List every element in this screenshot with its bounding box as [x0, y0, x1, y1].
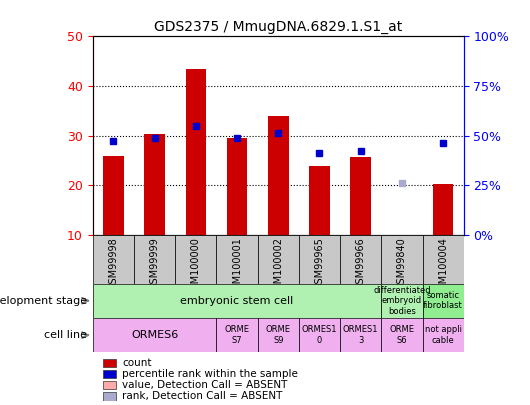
Bar	[381, 235, 422, 284]
Bar	[422, 235, 464, 284]
Bar	[381, 284, 422, 318]
Bar	[299, 235, 340, 284]
Bar	[381, 318, 422, 352]
Bar	[433, 184, 454, 235]
Bar	[93, 318, 216, 352]
Text: not appli
cable: not appli cable	[425, 326, 462, 345]
Bar	[340, 318, 381, 352]
Text: GSM100002: GSM100002	[273, 237, 283, 296]
Bar	[144, 134, 165, 235]
Text: ORMES1
3: ORMES1 3	[343, 326, 378, 345]
Bar	[93, 284, 381, 318]
Bar	[134, 235, 175, 284]
Text: GSM99999: GSM99999	[149, 237, 160, 290]
Bar	[103, 382, 116, 389]
Bar	[103, 370, 116, 378]
Bar	[258, 235, 299, 284]
Bar	[268, 116, 288, 235]
Text: GSM100001: GSM100001	[232, 237, 242, 296]
Text: ORMES1
0: ORMES1 0	[302, 326, 337, 345]
Bar	[103, 156, 123, 235]
Text: GSM99966: GSM99966	[356, 237, 366, 290]
Text: percentile rank within the sample: percentile rank within the sample	[122, 369, 298, 379]
Bar	[258, 318, 299, 352]
Bar	[216, 235, 258, 284]
Bar	[93, 235, 134, 284]
Text: development stage: development stage	[0, 296, 87, 306]
Text: count: count	[122, 358, 152, 368]
Bar	[309, 166, 330, 235]
Bar	[103, 359, 116, 367]
Bar	[392, 235, 412, 281]
Title: GDS2375 / MmugDNA.6829.1.S1_at: GDS2375 / MmugDNA.6829.1.S1_at	[154, 20, 402, 34]
Text: GSM99998: GSM99998	[108, 237, 118, 290]
Text: GSM99840: GSM99840	[397, 237, 407, 290]
Text: differentiated
embryoid
bodies: differentiated embryoid bodies	[373, 286, 431, 315]
Text: GSM99965: GSM99965	[314, 237, 324, 290]
Bar	[299, 318, 340, 352]
Text: GSM100000: GSM100000	[191, 237, 201, 296]
Bar	[227, 138, 248, 235]
Bar	[103, 392, 116, 401]
Text: ORMES6: ORMES6	[131, 330, 178, 340]
Bar	[350, 156, 371, 235]
Text: value, Detection Call = ABSENT: value, Detection Call = ABSENT	[122, 380, 288, 390]
Text: embryonic stem cell: embryonic stem cell	[180, 296, 294, 306]
Text: ORME
S9: ORME S9	[266, 326, 291, 345]
Text: rank, Detection Call = ABSENT: rank, Detection Call = ABSENT	[122, 392, 283, 401]
Bar	[422, 284, 464, 318]
Bar	[186, 69, 206, 235]
Text: ORME
S7: ORME S7	[225, 326, 250, 345]
Text: cell line: cell line	[45, 330, 87, 340]
Bar	[340, 235, 381, 284]
Text: somatic
fibroblast: somatic fibroblast	[423, 291, 463, 310]
Bar	[175, 235, 216, 284]
Bar	[422, 318, 464, 352]
Text: ORME
S6: ORME S6	[390, 326, 414, 345]
Text: GSM100004: GSM100004	[438, 237, 448, 296]
Bar	[216, 318, 258, 352]
